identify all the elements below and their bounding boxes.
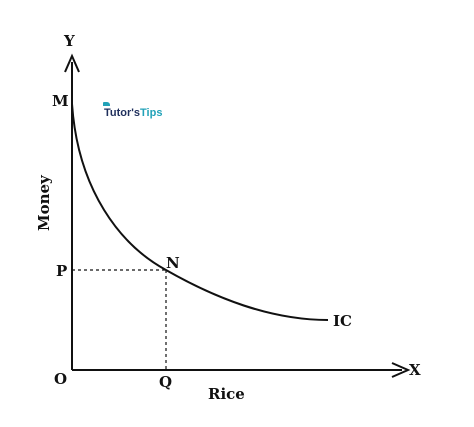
point-n-label: N: [166, 254, 180, 272]
watermark-part-1: Tutor's: [104, 107, 141, 119]
graduation-cap-icon: [103, 102, 110, 106]
x-axis-label: X: [409, 361, 421, 379]
y-axis-title: Money: [35, 174, 53, 231]
indifference-curve: [71, 103, 329, 321]
tutors-tips-watermark: Tutor'sTips: [103, 102, 163, 119]
watermark-part-2: Tips: [140, 107, 163, 119]
x-axis-arrowhead: [391, 362, 411, 378]
x-axis-title: Rice: [208, 385, 245, 403]
point-p-label: P: [56, 262, 67, 280]
y-axis-label: Y: [63, 32, 75, 50]
y-axis-arrowhead: [64, 53, 80, 73]
curve-ic-label: IC: [333, 312, 352, 330]
point-m-label: M: [52, 92, 69, 110]
point-q-label: Q: [159, 373, 172, 391]
origin-label: O: [54, 370, 67, 388]
